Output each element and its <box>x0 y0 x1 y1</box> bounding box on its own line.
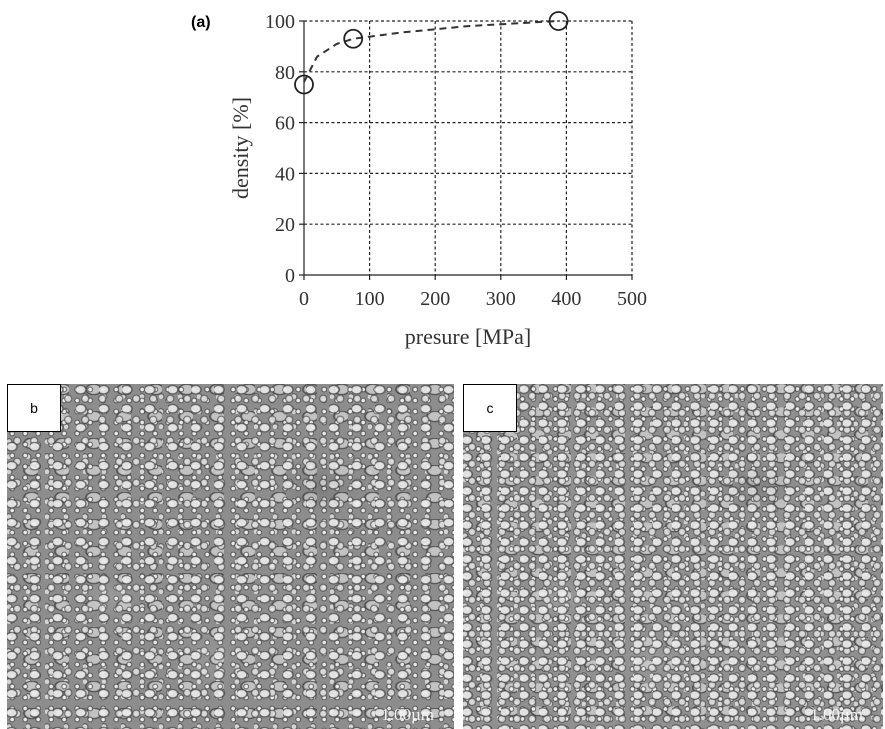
sem-texture-c <box>463 384 883 729</box>
y-tick-label: 60 <box>275 113 295 135</box>
y-axis-title: density [%] <box>228 97 253 199</box>
y-tick-label: 80 <box>275 62 295 84</box>
sem-micrograph-b: b 1.00µm <box>7 384 454 729</box>
scale-bar-b: 1.00µm <box>381 705 434 724</box>
fit-curve <box>303 20 559 83</box>
chart-axes <box>299 20 633 280</box>
sem-micrograph-c: c 1.00µm <box>463 384 883 729</box>
data-point <box>294 74 314 95</box>
x-tick-label: 500 <box>617 288 647 310</box>
chart-tick-labels: 0 100 200 300 400 500 0 20 40 60 80 100 <box>265 11 647 310</box>
scale-bar-c: 1.00µm <box>810 705 863 724</box>
sem-texture-b <box>7 384 454 729</box>
panel-b-label: b <box>7 384 61 432</box>
data-point <box>548 11 569 31</box>
y-tick-label: 0 <box>285 265 295 287</box>
chart-fit-curve-group <box>303 20 559 83</box>
x-tick-label: 0 <box>299 288 309 310</box>
y-tick-label: 100 <box>265 11 295 33</box>
panel-c-label: c <box>463 384 517 432</box>
y-tick-label: 40 <box>275 163 295 185</box>
x-tick-label: 300 <box>486 288 516 310</box>
x-tick-label: 400 <box>551 288 581 310</box>
x-tick-label: 100 <box>355 288 385 310</box>
chart-grid <box>304 20 633 275</box>
panel-a-label: (a) <box>191 14 211 31</box>
x-axis-title: presure [MPa] <box>405 324 531 349</box>
x-tick-label: 200 <box>420 288 450 310</box>
y-tick-label: 20 <box>275 214 295 236</box>
density-vs-pressure-chart: (a) 0 100 200 300 400 500 0 20 40 60 80 100 presure… <box>191 11 647 349</box>
chart-data-points <box>294 11 569 95</box>
data-point <box>343 28 364 49</box>
